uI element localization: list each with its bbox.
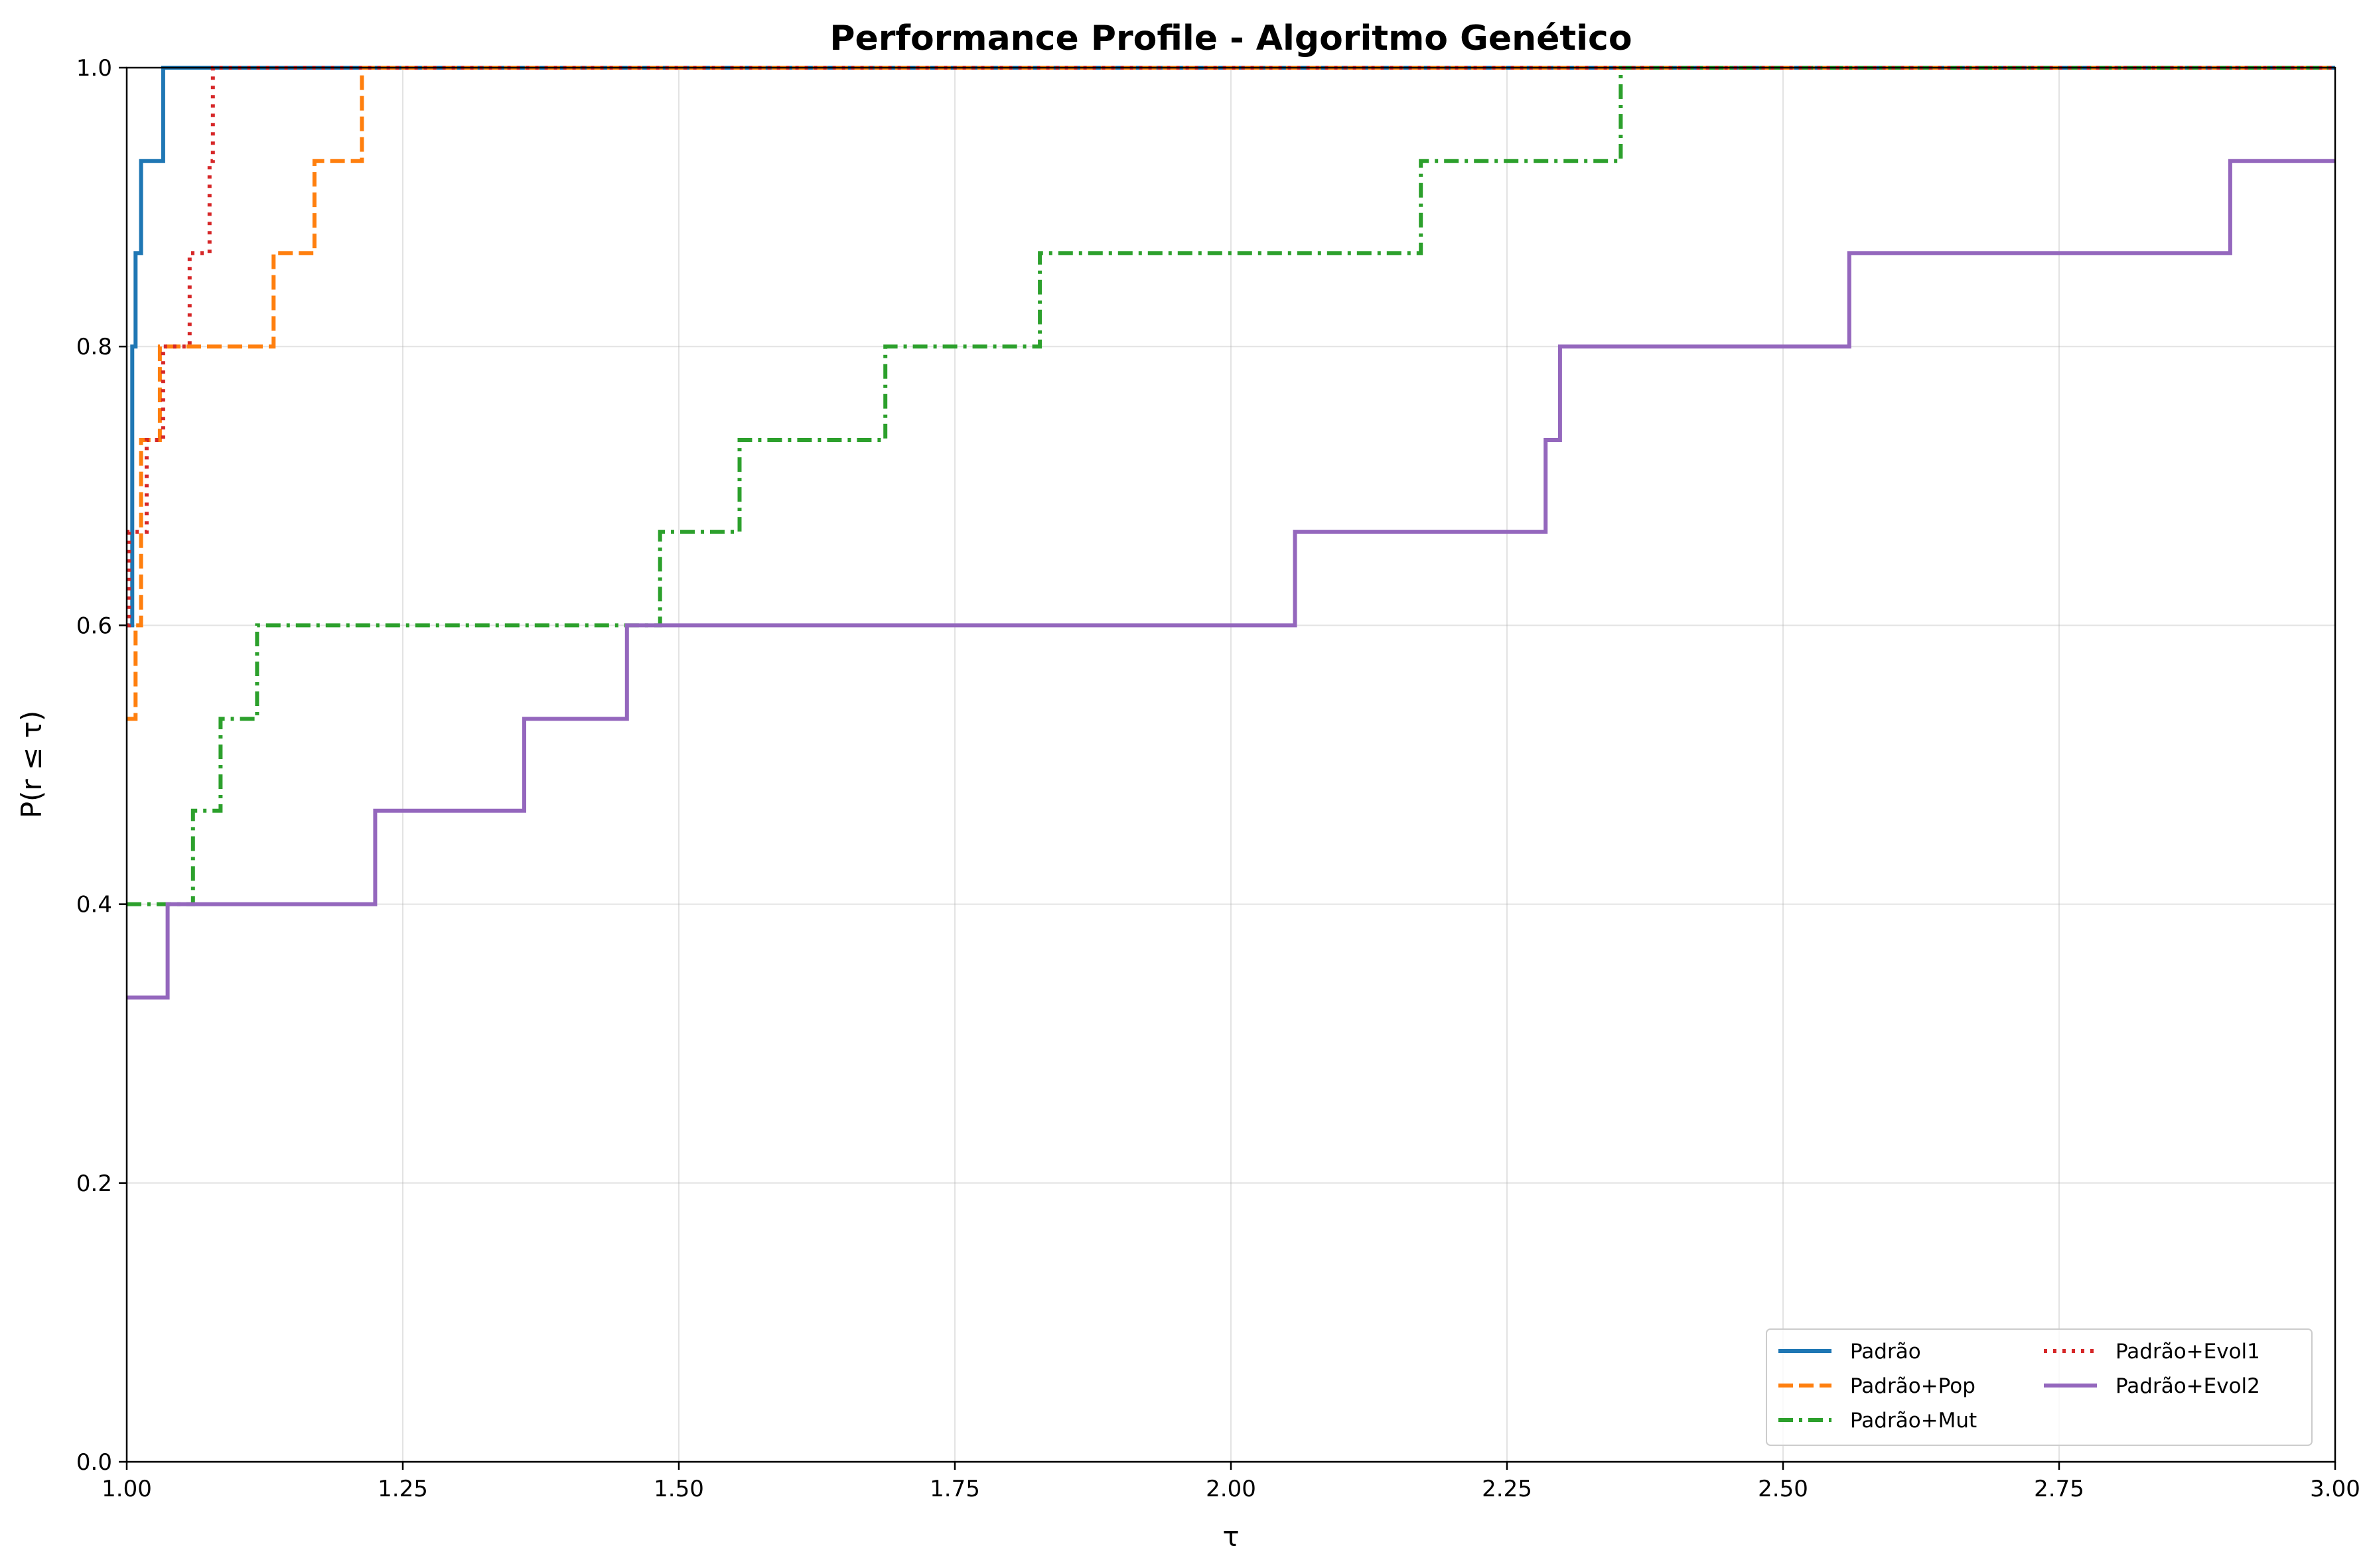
series-layer	[127, 66, 2335, 1000]
legend-label: Padrão	[1850, 1340, 1921, 1364]
chart-title: Performance Profile - Algoritmo Genético	[829, 19, 1632, 58]
x-tick-label: 1.50	[654, 1476, 704, 1502]
x-tick-label: 2.00	[1206, 1476, 1256, 1502]
series-line-4	[127, 159, 2335, 1000]
series-line-1	[127, 66, 2335, 721]
legend-label: Padrão+Pop	[1850, 1374, 1975, 1398]
series-line-0	[127, 66, 2335, 628]
x-tick-label: 3.00	[2310, 1476, 2360, 1502]
series-line-2	[127, 66, 2335, 906]
x-axis-label: τ	[1222, 1520, 1239, 1553]
y-tick-label: 0.0	[76, 1449, 112, 1476]
legend-label: Padrão+Evol2	[2115, 1374, 2260, 1398]
y-tick-label: 0.8	[76, 334, 112, 360]
legend: Padrão Padrão+Pop Padrão+Mut Padrão+Evol1 Pa…	[1766, 1328, 2313, 1446]
legend-label: Padrão+Mut	[1850, 1409, 1977, 1433]
x-tick-label: 1.00	[102, 1476, 152, 1502]
y-tick-label: 0.4	[76, 892, 112, 918]
y-tick-label: 1.0	[76, 55, 112, 82]
x-tick-label: 2.75	[2034, 1476, 2084, 1502]
x-tick-label: 1.75	[930, 1476, 980, 1502]
x-tick-label: 2.50	[1758, 1476, 1808, 1502]
y-tick-label: 0.6	[76, 612, 112, 639]
y-tick-label: 0.2	[76, 1171, 112, 1197]
series-line-3	[127, 66, 2335, 628]
legend-box	[1766, 1328, 2313, 1446]
tick-layer: 1.00 1.25 1.50 1.75 2.00 2.25 2.50 2.75 3.00 0.0 0…	[76, 55, 2360, 1502]
legend-label: Padrão+Evol1	[2115, 1340, 2260, 1364]
y-axis-label: P(r ≤ τ)	[15, 711, 48, 819]
x-tick-label: 1.25	[378, 1476, 428, 1502]
x-tick-label: 2.25	[1482, 1476, 1532, 1502]
